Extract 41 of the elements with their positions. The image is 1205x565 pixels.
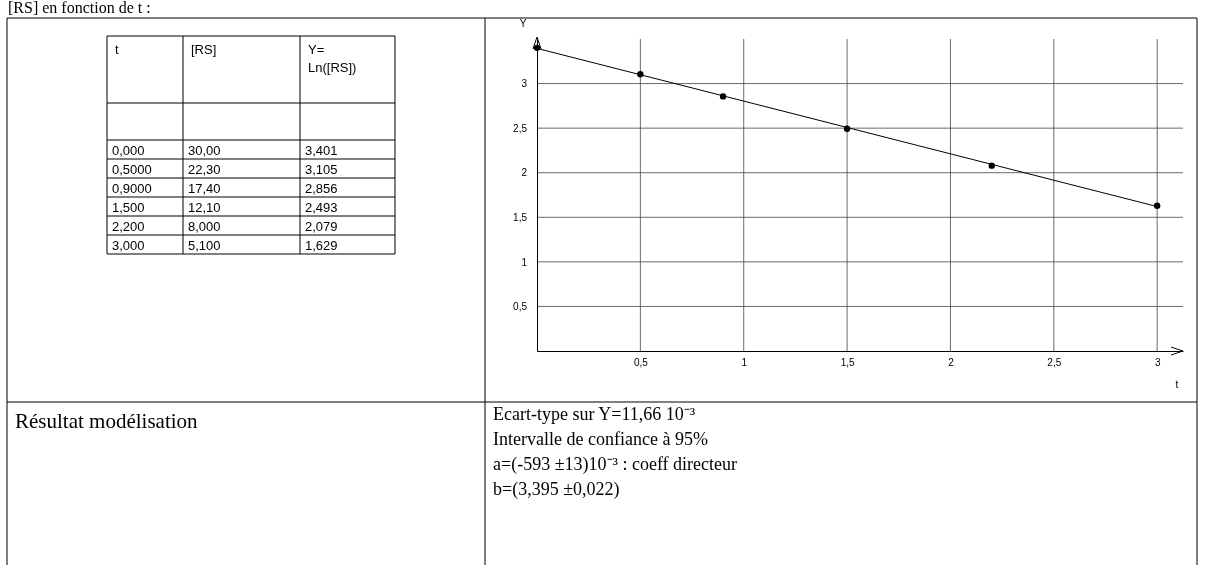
text: Intervalle de confiance à 95% [493, 429, 708, 449]
text: 12,10 [188, 200, 221, 215]
x-tick-label: 2,5 [1047, 357, 1062, 369]
text: 8,000 [188, 219, 221, 234]
text: 0,000 [112, 143, 145, 158]
text: Ecart-type sur Y=11,66 10⁻³ [493, 404, 696, 424]
x-tick-label: 1,5 [840, 357, 855, 369]
text: t [115, 42, 119, 57]
x-tick-label: 1 [741, 357, 748, 369]
text: 17,40 [188, 181, 221, 196]
y-axis-title: Y [519, 18, 527, 29]
text: 2,079 [305, 219, 338, 234]
text: a=(-593 ±13)10⁻³ : coeff directeur [493, 454, 737, 475]
text: 30,00 [188, 143, 221, 158]
text: [RS] [191, 42, 217, 57]
text: 1,629 [305, 238, 338, 253]
y-tick-label: 1,5 [513, 211, 528, 223]
x-tick-label: 0,5 [633, 357, 649, 369]
text: 2,200 [112, 219, 145, 234]
text: 1,500 [112, 200, 145, 215]
y-tick-label: 3 [521, 78, 528, 90]
text: 3,401 [305, 143, 338, 158]
text: b=(3,395 ±0,022) [493, 479, 620, 500]
text: Y= Ln([RS]) [308, 42, 357, 75]
y-tick-label: 1 [521, 256, 528, 268]
text: 0,5000 [112, 162, 152, 177]
y-tick-label: 2 [521, 167, 528, 179]
y-tick-label: 2,5 [513, 122, 528, 134]
text: 2,856 [305, 181, 338, 196]
y-tick-label: 0,5 [513, 301, 528, 313]
text: 3,105 [305, 162, 338, 177]
x-axis-title: t [1175, 379, 1179, 390]
x-tick-label: 3 [1154, 357, 1161, 369]
text: [RS] en fonction de t : [8, 0, 151, 16]
x-tick-label: 2 [948, 357, 955, 369]
text: 5,100 [188, 238, 221, 253]
text: Résultat modélisation [15, 409, 199, 433]
text: 3,000 [112, 238, 145, 253]
text: 2,493 [305, 200, 338, 215]
text: 0,9000 [112, 181, 152, 196]
text: 22,30 [188, 162, 221, 177]
